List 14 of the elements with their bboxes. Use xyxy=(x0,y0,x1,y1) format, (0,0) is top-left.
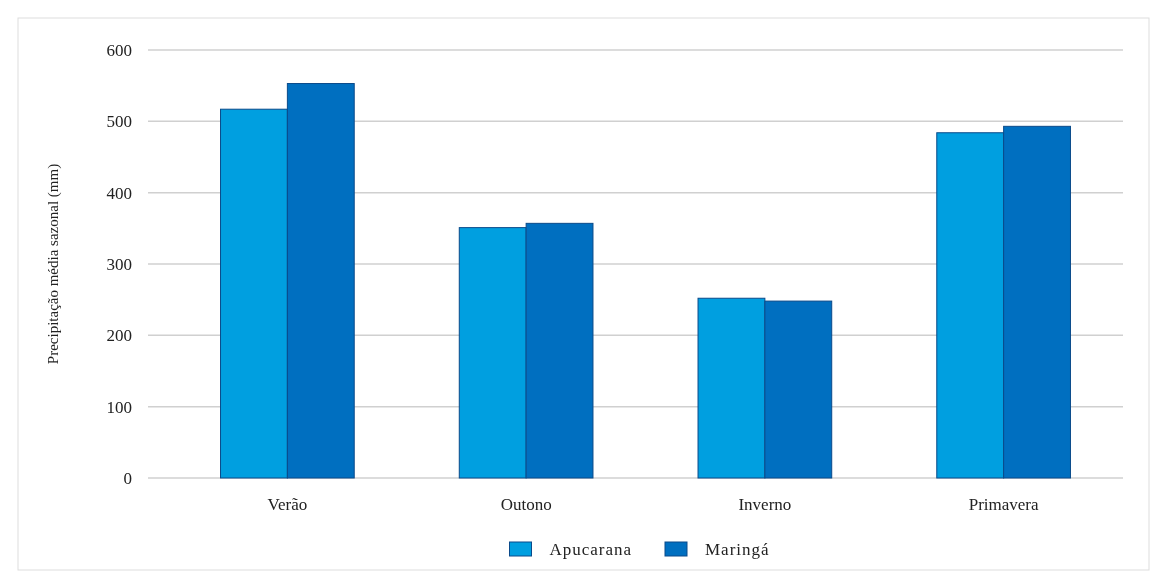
y-tick-label: 600 xyxy=(106,40,132,60)
y-axis-title: Precipitação média sazonal (mm) xyxy=(45,163,62,365)
legend-label: Apucarana xyxy=(549,539,633,559)
x-tick-label: Verão xyxy=(267,495,308,514)
y-tick-label: 100 xyxy=(106,397,132,417)
y-tick-label: 0 xyxy=(123,468,132,488)
y-tick-label: 200 xyxy=(106,326,132,346)
y-tick-label: 300 xyxy=(106,254,132,274)
x-tick-label: Primavera xyxy=(968,495,1040,514)
x-tick-label: Inverno xyxy=(738,495,792,514)
x-tick-label: Outono xyxy=(500,495,552,514)
y-tick-label: 500 xyxy=(106,112,132,132)
legend-label: Maringá xyxy=(705,539,770,559)
y-tick-label: 400 xyxy=(106,183,132,203)
